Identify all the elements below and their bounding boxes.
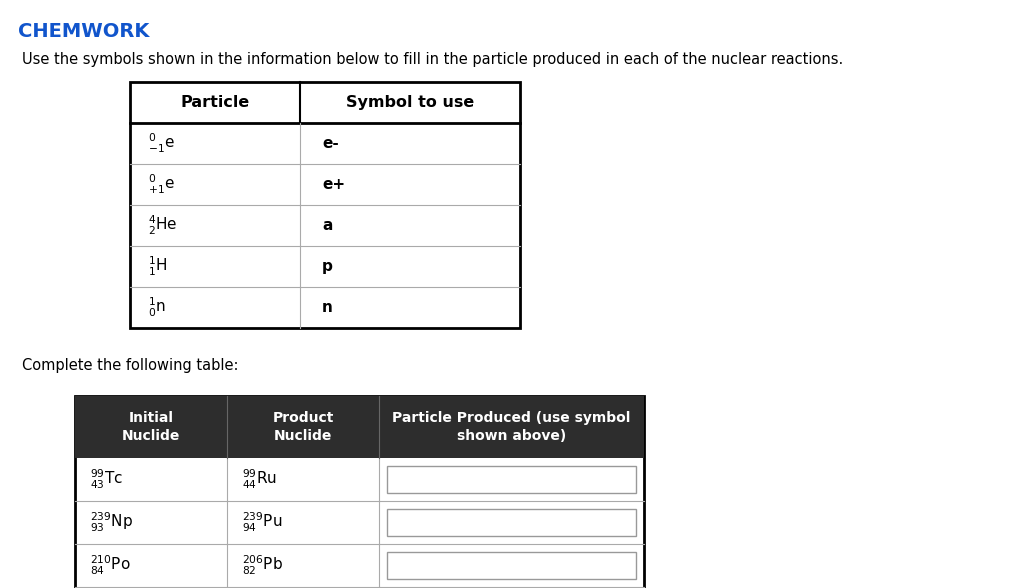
Bar	[387, 466, 636, 493]
Bar	[387, 552, 636, 579]
Text: Symbol to use: Symbol to use	[346, 95, 474, 110]
Text: n: n	[322, 300, 333, 315]
Text: $^{\mathregular{1}}_{\mathregular{0}}$n: $^{\mathregular{1}}_{\mathregular{0}}$n	[148, 296, 166, 319]
Text: Particle Produced (use symbol
shown above): Particle Produced (use symbol shown abov…	[392, 411, 631, 443]
Bar	[75, 396, 644, 588]
Text: Particle: Particle	[180, 95, 250, 110]
Text: $^{\mathregular{206}}_{\mathregular{82}}$Pb: $^{\mathregular{206}}_{\mathregular{82}}…	[242, 554, 283, 577]
Text: $^{\mathregular{239}}_{\mathregular{94}}$Pu: $^{\mathregular{239}}_{\mathregular{94}}…	[242, 511, 283, 534]
Text: e-: e-	[322, 136, 339, 151]
Text: $^{\mathregular{4}}_{\mathregular{2}}$He: $^{\mathregular{4}}_{\mathregular{2}}$He	[148, 214, 177, 237]
Text: Product
Nuclide: Product Nuclide	[272, 411, 334, 443]
Text: $^{\mathregular{210}}_{\mathregular{84}}$Po: $^{\mathregular{210}}_{\mathregular{84}}…	[90, 554, 131, 577]
Text: p: p	[322, 259, 333, 274]
Text: e+: e+	[322, 177, 345, 192]
Bar	[130, 82, 520, 328]
Text: Complete the following table:: Complete the following table:	[22, 358, 239, 373]
Text: $^{\mathregular{239}}_{\mathregular{93}}$Np: $^{\mathregular{239}}_{\mathregular{93}}…	[90, 511, 133, 534]
Text: Initial
Nuclide: Initial Nuclide	[122, 411, 180, 443]
Text: $^{\mathregular{99}}_{\mathregular{44}}$Ru: $^{\mathregular{99}}_{\mathregular{44}}$…	[242, 468, 278, 491]
Text: Use the symbols shown in the information below to fill in the particle produced : Use the symbols shown in the information…	[22, 52, 843, 67]
Text: CHEMWORK: CHEMWORK	[18, 22, 150, 41]
Text: $^{\mathregular{0}}_{\mathregular{-1}}$e: $^{\mathregular{0}}_{\mathregular{-1}}$e	[148, 132, 175, 155]
Text: $^{\mathregular{99}}_{\mathregular{43}}$Tc: $^{\mathregular{99}}_{\mathregular{43}}$…	[90, 468, 123, 491]
Text: $^{\mathregular{1}}_{\mathregular{1}}$H: $^{\mathregular{1}}_{\mathregular{1}}$H	[148, 255, 167, 278]
Bar	[387, 509, 636, 536]
Text: $^{\mathregular{0}}_{\mathregular{+1}}$e: $^{\mathregular{0}}_{\mathregular{+1}}$e	[148, 173, 175, 196]
Text: a: a	[322, 218, 333, 233]
Bar	[75, 396, 644, 458]
